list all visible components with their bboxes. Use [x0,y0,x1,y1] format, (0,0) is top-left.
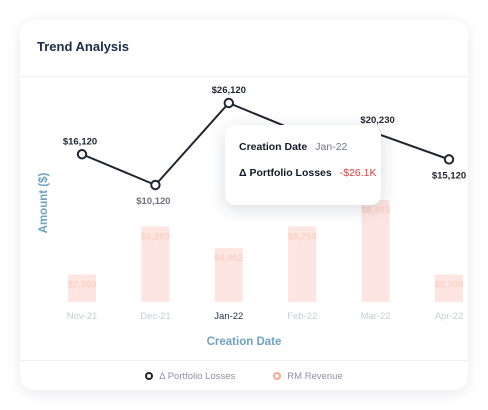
bar-label-dec-21: $6,293 [141,231,170,242]
tooltip-losses-value: -$26.1K [339,167,377,179]
tooltip-date-value: Jan-22 [315,141,348,153]
card-title: Trend Analysis [37,39,129,54]
legend-label-portfolio-losses: Δ Portfolio Losses [159,370,236,382]
bar-label-jan-22: $4,502 [214,253,243,264]
chart-tooltip: Creation Date Jan-22 Δ Portfolio Losses … [225,125,381,205]
point-portfolio-losses-jan-22 [223,97,235,109]
bar-rm-revenue-feb-22 [288,226,317,302]
x-tick-nov-21: Nov-21 [67,311,98,322]
legend-label-rm-revenue: RM Revenue [287,370,343,382]
bar-rm-revenue-jan-22 [214,247,243,302]
tooltip-losses-key: Δ Portfolio Losses [239,167,332,179]
x-tick-feb-22: Feb-22 [287,311,317,322]
tooltip-row-date: Creation Date Jan-22 [239,141,381,167]
legend-item-rm-revenue[interactable]: RM Revenue [273,370,343,382]
bar-rm-revenue-nov-21 [68,274,96,302]
line-label-apr-22: $15,120 [432,170,466,181]
bar-rm-revenue-dec-21 [141,226,170,302]
card-header: Trend Analysis [20,20,468,77]
line-label-jan-22: $26,120 [212,85,246,96]
bar-rm-revenue-mar-22 [361,200,390,302]
point-portfolio-losses-apr-22 [443,154,455,165]
bar-rm-revenue-apr-22 [435,274,463,302]
x-tick-mar-22: Mar-22 [361,311,391,322]
x-axis-label: Creation Date [207,336,282,348]
bar-label-nov-21: $2,300 [67,279,96,290]
line-label-dec-21: $10,120 [136,196,170,207]
legend-bar-marker [273,372,282,380]
trend-analysis-card: Trend Analysis $2,300 Nov-21 $6,293 Dec-21 $… [20,20,468,390]
bar-label-apr-22: $2,300 [434,279,463,290]
tooltip-row-losses: Δ Portfolio Losses -$26.1K [239,167,381,193]
legend-item-portfolio-losses[interactable]: Δ Portfolio Losses [145,371,235,382]
bar-label-feb-22: $6,293 [288,231,317,242]
y-axis-label: Amount ($) [38,172,50,233]
chart-legend: Δ Portfolio Losses RM Revenue [20,360,468,391]
x-tick-jan-22: Jan-22 [214,311,243,322]
line-label-nov-21: $16,120 [63,136,97,147]
line-portfolio-losses [81,102,450,186]
x-tick-dec-21: Dec-21 [140,311,171,322]
bar-label-mar-22: $8,493 [361,205,390,216]
point-portfolio-losses-nov-21 [76,149,88,160]
x-tick-apr-22: Apr-22 [435,311,464,322]
point-portfolio-losses-dec-21 [150,179,161,191]
tooltip-date-key: Creation Date [239,141,308,153]
trend-chart: $2,300 Nov-21 $6,293 Dec-21 $4,502 Jan-22 $6,2… [38,85,466,348]
legend-line-marker [145,372,154,380]
line-label-mar-22: $20,230 [360,115,394,126]
